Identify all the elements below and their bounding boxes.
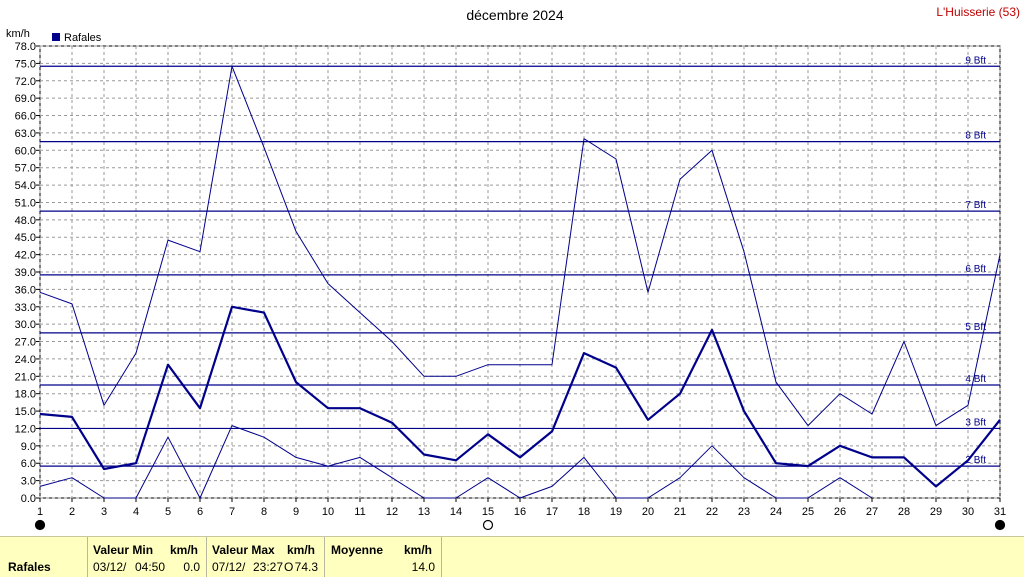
x-tick-label-5: 5 [165,506,171,518]
y-axis-unit: km/h [6,28,30,40]
avg-header: Moyenne [331,543,384,557]
moon-phase-new-2 [994,519,1006,531]
min-date: 03/12/ [93,560,127,574]
min-header: Valeur Min [93,543,154,557]
y-tick-label-6: 18.0 [15,389,36,401]
x-tick-label-10: 10 [322,506,334,518]
moon-phase-full-1 [482,519,494,531]
series-line-max [39,65,1001,427]
legend-label: Rafales [64,32,102,44]
y-tick-label-8: 24.0 [15,354,36,366]
y-tick-label-15: 45.0 [15,232,36,244]
y-tick-label-4: 12.0 [15,423,36,435]
x-tick-label-7: 7 [229,506,235,518]
min-time: 04:50 [135,560,166,574]
y-tick-label-22: 66.0 [15,111,36,123]
x-tick-label-26: 26 [834,506,846,518]
series-line-min [39,425,873,499]
x-tick-label-16: 16 [514,506,526,518]
x-tick-label-29: 29 [930,506,942,518]
legend-swatch [52,33,60,41]
y-tick-label-20: 60.0 [15,145,36,157]
x-tick-label-14: 14 [450,506,462,518]
station-name: L'Huisserie (53) [936,5,1020,19]
x-tick-label-9: 9 [293,506,299,518]
x-tick-label-18: 18 [578,506,590,518]
x-tick-label-22: 22 [706,506,718,518]
beaufort-label-4: 6 Bft [965,264,986,275]
beaufort-label-2: 4 Bft [965,374,986,385]
x-tick-label-27: 27 [866,506,878,518]
y-tick-label-11: 33.0 [15,302,36,314]
x-tick-label-2: 2 [69,506,75,518]
y-tick-label-26: 78.0 [15,41,36,53]
x-tick-label-8: 8 [261,506,267,518]
y-tick-label-13: 39.0 [15,267,36,279]
gust-chart: décembre 2024 L'Huisserie (53) km/h Rafa… [6,5,1020,531]
x-tick-label-4: 4 [133,506,139,518]
x-tick-label-12: 12 [386,506,398,518]
x-tick-label-31: 31 [994,506,1006,518]
beaufort-label-5: 7 Bft [965,200,986,211]
y-tick-label-5: 15.0 [15,406,36,418]
beaufort-label-1: 3 Bft [965,417,986,428]
min-value: 0.0 [183,560,200,574]
x-tick-label-28: 28 [898,506,910,518]
beaufort-label-3: 5 Bft [965,322,986,333]
summary-bar: Rafales Valeur Min km/h 03/12/ 04:50 0.0… [0,536,1024,577]
max-direction: O [284,560,294,574]
y-tick-label-25: 75.0 [15,58,36,70]
beaufort-label-0: 2 Bft [965,455,986,466]
x-tick-label-20: 20 [642,506,654,518]
y-tick-label-19: 57.0 [15,163,36,175]
y-tick-label-2: 6.0 [21,458,36,470]
y-tick-label-10: 30.0 [15,319,36,331]
x-tick-label-15: 15 [482,506,494,518]
min-unit: km/h [170,543,199,557]
summary-min-cell: Valeur Min km/h 03/12/ 04:50 0.0 [88,537,207,577]
summary-max-cell: Valeur Max km/h 07/12/ 23:27 O 74.3 [207,537,325,577]
x-tick-label-13: 13 [418,506,430,518]
y-tick-label-17: 51.0 [15,197,36,209]
x-tick-label-21: 21 [674,506,686,518]
x-tick-label-17: 17 [546,506,558,518]
x-tick-label-3: 3 [101,506,107,518]
y-tick-label-7: 21.0 [15,371,36,383]
x-tick-label-25: 25 [802,506,814,518]
x-tick-label-11: 11 [354,506,365,518]
x-tick-label-19: 19 [610,506,622,518]
x-tick-label-1: 1 [37,506,43,518]
y-tick-label-9: 27.0 [15,337,36,349]
max-value: 74.3 [294,560,318,574]
y-tick-label-1: 3.0 [21,476,36,488]
avg-unit: km/h [404,543,433,557]
moon-phase-new-0 [34,519,46,531]
y-tick-label-18: 54.0 [15,180,36,192]
y-tick-label-14: 42.0 [15,250,36,262]
max-time: 23:27 [253,560,284,574]
y-tick-label-16: 48.0 [15,215,36,227]
beaufort-label-6: 8 Bft [965,131,986,142]
max-unit: km/h [287,543,316,557]
y-tick-label-21: 63.0 [15,128,36,140]
x-tick-label-6: 6 [197,506,203,518]
y-tick-label-23: 69.0 [15,93,36,105]
x-tick-label-24: 24 [770,506,782,518]
summary-avg-cell: Moyenne km/h 14.0 [325,537,442,577]
y-tick-label-3: 9.0 [21,441,36,453]
x-tick-label-30: 30 [962,506,974,518]
y-tick-label-0: 0.0 [21,493,36,505]
x-tick-label-23: 23 [738,506,750,518]
max-date: 07/12/ [212,560,246,574]
chart-title: décembre 2024 [466,7,564,23]
y-tick-label-12: 36.0 [15,284,36,296]
y-tick-label-24: 72.0 [15,76,36,88]
max-header: Valeur Max [212,543,275,557]
summary-label-cell [0,537,88,577]
summary-series-label: Rafales [8,560,51,574]
avg-value: 14.0 [411,560,435,574]
beaufort-label-7: 9 Bft [965,55,986,66]
series-line-mean [39,305,1001,488]
